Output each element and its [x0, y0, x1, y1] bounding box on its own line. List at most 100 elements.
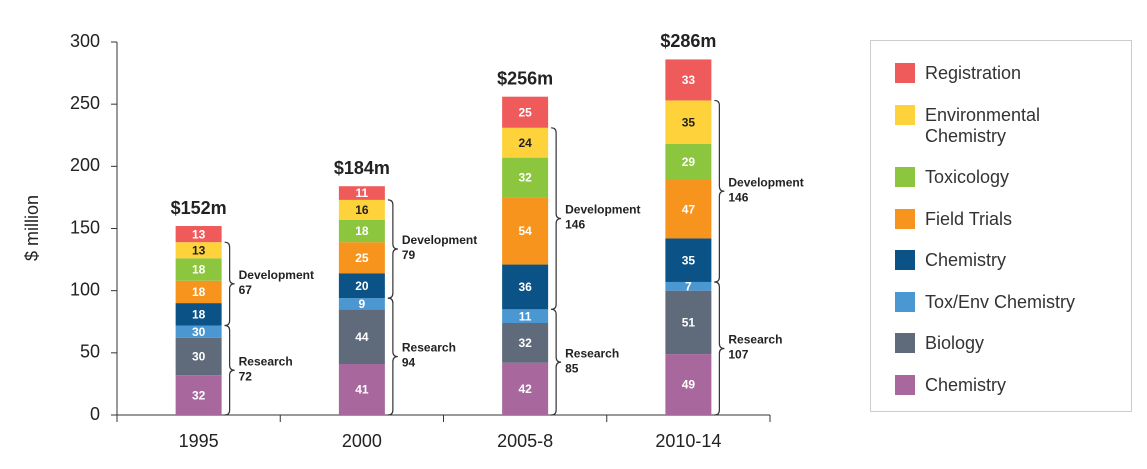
bar-segment	[175, 280, 222, 304]
legend-item: Chemistry	[895, 250, 1100, 271]
x-tick-label: 2000	[342, 431, 382, 451]
bracket	[387, 199, 398, 299]
bracket	[387, 297, 398, 416]
segment-label: 32	[192, 388, 206, 402]
segment-label: 54	[518, 224, 532, 238]
bar-segment	[502, 127, 549, 158]
segment-label: 20	[355, 279, 369, 293]
legend-swatch	[895, 208, 915, 229]
bar-segment	[175, 242, 222, 259]
segment-label: 30	[192, 350, 206, 364]
segment-label: 16	[355, 203, 369, 217]
y-tick-label: 200	[70, 155, 100, 175]
legend-item: Field Trials	[895, 208, 1100, 230]
legend-swatch	[895, 333, 915, 353]
legend-item: Tox/Env Chemistry	[895, 291, 1100, 313]
bar-segment	[502, 197, 549, 265]
y-tick-label: 100	[70, 279, 100, 299]
segment-label: 13	[192, 243, 206, 257]
group-total: 67	[239, 283, 253, 297]
bar-segment	[175, 258, 222, 281]
bar-segment	[502, 362, 549, 415]
segment-label: 36	[518, 280, 532, 294]
group-label: Development	[728, 175, 803, 189]
segment-label: 18	[355, 224, 369, 238]
legend-item: Biology	[895, 333, 1100, 354]
segment-label: 13	[192, 227, 206, 241]
bar-segment	[665, 238, 712, 282]
y-tick-label: 250	[70, 93, 100, 113]
segment-label: 32	[518, 171, 532, 185]
total-label: $256m	[497, 68, 553, 88]
bracket	[551, 308, 562, 416]
segment-label: 47	[682, 202, 696, 216]
group-label: Research	[728, 333, 782, 347]
legend-item: Registration	[895, 63, 1100, 84]
group-total: 85	[565, 361, 579, 375]
bar-segment	[502, 264, 549, 310]
bar-segment	[665, 59, 712, 101]
segment-label: 32	[518, 336, 532, 350]
legend-swatch	[895, 250, 915, 270]
legend-swatch	[895, 167, 915, 187]
y-tick-label: 50	[80, 342, 100, 362]
legend-label: Chemistry	[925, 250, 1007, 270]
legend-label: Tox/Env Chemistry	[925, 291, 1076, 312]
legend-items: Registration Environmental Chemistry Toxic…	[895, 63, 1100, 396]
bar-segment	[175, 303, 222, 326]
bar-segment	[338, 298, 385, 310]
bracket	[224, 324, 235, 416]
y-tick-label: 300	[70, 31, 100, 51]
segment-label: 35	[682, 253, 696, 267]
bar-segment	[665, 100, 712, 144]
x-tick-label: 1995	[179, 431, 219, 451]
group-total: 146	[565, 218, 585, 232]
bar-segment	[338, 242, 385, 274]
legend-item: Toxicology	[895, 167, 1100, 188]
group-label: Development	[239, 268, 314, 282]
legend-swatch	[895, 374, 915, 395]
legend-swatch	[895, 104, 915, 125]
bar-segment	[665, 281, 712, 291]
bar-segment	[175, 325, 222, 338]
bar-segment	[175, 337, 222, 376]
y-tick-label: 150	[70, 217, 100, 237]
segment-label: 18	[192, 285, 206, 299]
bar-segment	[502, 157, 549, 198]
legend-label: Toxicology	[925, 167, 1010, 187]
segment-label: 25	[355, 251, 369, 265]
group-total: 107	[728, 348, 748, 362]
bar-segment	[502, 322, 549, 363]
segment-label: 49	[682, 378, 696, 392]
segment-label: 9	[359, 297, 366, 311]
legend-label: Chemistry	[925, 374, 1007, 395]
segment-label: 51	[682, 316, 696, 330]
bracket	[714, 281, 725, 416]
x-tick-label: 2010-14	[655, 431, 721, 451]
segment-label: 30	[192, 325, 206, 339]
legend-label: Registration	[925, 63, 1022, 83]
legend-label: Field Trials	[925, 208, 1013, 229]
segment-label: 18	[192, 307, 206, 321]
bracket	[714, 99, 725, 283]
bar-segment	[338, 309, 385, 365]
bar-segment	[175, 375, 222, 415]
total-label: $152m	[171, 198, 227, 218]
segment-label: 33	[682, 73, 696, 87]
legend-label: Environmental Chemistry	[925, 104, 1041, 146]
bar-segment	[665, 180, 712, 239]
legend-label: Biology	[925, 333, 985, 353]
y-axis-label: $ million	[22, 195, 42, 261]
legend-item: Chemistry	[895, 374, 1100, 396]
segment-label: 41	[355, 383, 369, 397]
segment-label: 44	[355, 330, 369, 344]
segment-label: 18	[192, 263, 206, 277]
bar-segment	[502, 309, 549, 323]
bar-segment	[665, 143, 712, 181]
bar-segment	[665, 290, 712, 355]
bar-segment	[338, 199, 385, 220]
bar-segment	[175, 226, 222, 243]
legend-item: Environmental Chemistry	[895, 104, 1100, 147]
bracket	[551, 127, 562, 310]
